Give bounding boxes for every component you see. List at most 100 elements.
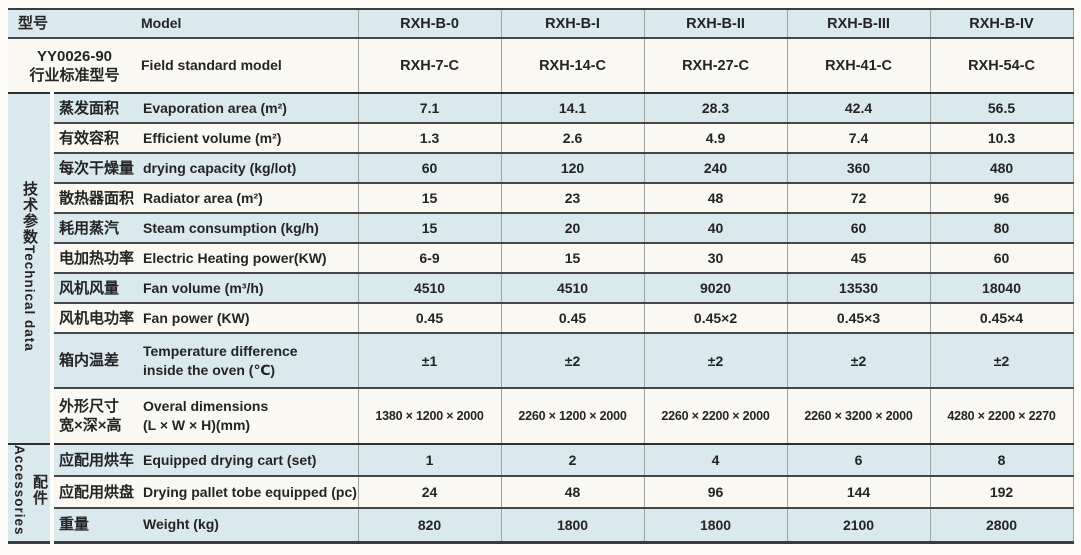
standard-label-zh: YY0026-90 行业标准型号 — [29, 47, 120, 84]
cell-value: 0.45×3 — [786, 303, 931, 333]
cell-value: 2260 × 2200 × 2000 — [643, 388, 788, 444]
cell-value: 8 — [929, 444, 1074, 477]
row-label-zh: 散热器面积 — [59, 189, 135, 207]
cell-value: 4 — [643, 444, 788, 477]
row-label-cell: 散热器面积 Radiator area (m²) — [52, 183, 358, 213]
row-label-cell: 应配用烘车 Equipped drying cart (set) — [52, 444, 358, 476]
cell-value: 28.3 — [643, 93, 788, 123]
row-label-zh: 应配用烘车 — [59, 451, 135, 469]
cell-value: 1380 × 1200 × 2000 — [357, 388, 502, 444]
cell-value: 9020 — [643, 273, 788, 303]
cell-value: 60 — [929, 243, 1074, 273]
cell-value: 15 — [500, 243, 645, 273]
row-label-zh: 应配用烘盘 — [59, 483, 135, 501]
row-label-zh: 耗用蒸汽 — [59, 219, 120, 237]
table-row: 散热器面积 Radiator area (m²) 15 23 48 72 96 — [8, 183, 1074, 213]
cell-value: ±2 — [643, 333, 788, 388]
cell-value: 60 — [786, 213, 931, 243]
cell-value: 80 — [929, 213, 1074, 243]
row-label-cell: 外形尺寸 宽×深×高 Overal dimensions (L × W × H)… — [52, 388, 358, 444]
cell-value: 1 — [357, 444, 502, 477]
cell-value: 120 — [500, 153, 645, 183]
cell-value: 15 — [357, 213, 502, 243]
row-label-cell: 蒸发面积 Evaporation area (m²) — [52, 93, 358, 123]
cell-value: 15 — [357, 183, 502, 213]
standard-label-en: Field standard model — [141, 57, 282, 73]
cell-value: 0.45×2 — [643, 303, 788, 333]
row-label-zh: 重量 — [59, 516, 90, 534]
table-row: 有效容积 Efficient volume (m²) 1.3 2.6 4.9 7… — [8, 123, 1074, 153]
cell-value: ±2 — [786, 333, 931, 388]
row-label-cell: 风机电功率 Fan power (KW) — [52, 303, 358, 333]
table-row-standard-model: YY0026-90 行业标准型号 Field standard model RX… — [8, 38, 1074, 93]
cell-value: 56.5 — [929, 93, 1074, 123]
cell-value: 4510 — [500, 273, 645, 303]
standard-model-name: RXH-54-C — [929, 38, 1074, 93]
row-label-cell: 每次干燥量 drying capacity (kg/lot) — [52, 153, 358, 183]
cell-value: 96 — [929, 183, 1074, 213]
cell-value: 2260 × 3200 × 2000 — [786, 388, 931, 444]
row-label-en: drying capacity (kg/lot) — [143, 159, 297, 176]
row-label-en: Fan volume (m³/h) — [143, 279, 264, 296]
table-row: 箱内温差 Temperature difference inside the o… — [8, 333, 1074, 388]
standard-model-name: RXH-14-C — [500, 38, 645, 93]
standard-model-name: RXH-7-C — [357, 38, 502, 93]
table-row: 电加热功率 Electric Heating power(KW) 6-9 15 … — [8, 243, 1074, 273]
row-label-zh: 每次干燥量 — [59, 159, 135, 177]
cell-value: 72 — [786, 183, 931, 213]
cell-value: 30 — [643, 243, 788, 273]
model-label-en: Model — [141, 15, 182, 31]
cell-value: 42.4 — [786, 93, 931, 123]
cell-value: 192 — [929, 476, 1074, 509]
cell-value: 7.1 — [357, 93, 502, 123]
model-name: RXH-B-0 — [357, 9, 502, 38]
cell-value: 48 — [500, 476, 645, 509]
group-label-zh: 技术参数 — [21, 180, 38, 245]
cell-value: 0.45 — [357, 303, 502, 333]
cell-value: 13530 — [786, 273, 931, 303]
cell-value: 10.3 — [929, 123, 1074, 153]
table-row: 每次干燥量 drying capacity (kg/lot) 60 120 24… — [8, 153, 1074, 183]
row-label-en: Weight (kg) — [143, 516, 219, 533]
standard-model-name: RXH-41-C — [786, 38, 931, 93]
row-label-en: Steam consumption (kg/h) — [143, 219, 319, 236]
model-name: RXH-B-III — [786, 9, 931, 38]
row-label-zh: 箱内温差 — [59, 352, 120, 369]
row-label-en: Equipped drying cart (set) — [143, 451, 317, 468]
row-label-cell: 重量 Weight (kg) — [52, 508, 358, 542]
model-name: RXH-B-II — [643, 9, 788, 38]
cell-value: 0.45 — [500, 303, 645, 333]
row-label-zh: 蒸发面积 — [59, 99, 120, 117]
row-label-cell: 有效容积 Efficient volume (m²) — [52, 123, 358, 153]
model-name: RXH-B-IV — [929, 9, 1074, 38]
standard-header-cell: YY0026-90 行业标准型号 Field standard model — [8, 38, 358, 93]
row-label-en: Fan power (KW) — [143, 309, 250, 326]
row-label-en: Efficient volume (m²) — [143, 129, 282, 146]
row-label-cell: 电加热功率 Electric Heating power(KW) — [52, 243, 358, 273]
cell-value: 2100 — [786, 508, 931, 543]
table-row: 风机电功率 Fan power (KW) 0.45 0.45 0.45×2 0.… — [8, 303, 1074, 333]
row-label-en: Drying pallet tobe equipped (pc) — [143, 483, 357, 500]
cell-value: 2260 × 1200 × 2000 — [500, 388, 645, 444]
cell-value: 1800 — [643, 508, 788, 543]
cell-value: 2 — [500, 444, 645, 477]
cell-value: 2.6 — [500, 123, 645, 153]
group-accessories: 配件 Accessories — [8, 444, 54, 543]
row-label-zh: 电加热功率 — [59, 249, 135, 267]
cell-value: 40 — [643, 213, 788, 243]
table-row: 应配用烘盘 Drying pallet tobe equipped (pc) 2… — [8, 476, 1074, 509]
cell-value: 45 — [786, 243, 931, 273]
model-label-zh: 型号 — [18, 15, 49, 32]
cell-value: ±1 — [357, 333, 502, 388]
cell-value: 20 — [500, 213, 645, 243]
row-label-cell: 应配用烘盘 Drying pallet tobe equipped (pc) — [52, 476, 358, 508]
cell-value: 1.3 — [357, 123, 502, 153]
row-label-cell: 耗用蒸汽 Steam consumption (kg/h) — [52, 213, 358, 243]
cell-value: 14.1 — [500, 93, 645, 123]
cell-value: 0.45×4 — [929, 303, 1074, 333]
table-row-model: 型号 Model RXH-B-0 RXH-B-I RXH-B-II RXH-B-… — [8, 9, 1074, 38]
table-row: 风机风量 Fan volume (m³/h) 4510 4510 9020 13… — [8, 273, 1074, 303]
row-label-en: Electric Heating power(KW) — [143, 249, 327, 266]
cell-value: 4.9 — [643, 123, 788, 153]
cell-value: 60 — [357, 153, 502, 183]
